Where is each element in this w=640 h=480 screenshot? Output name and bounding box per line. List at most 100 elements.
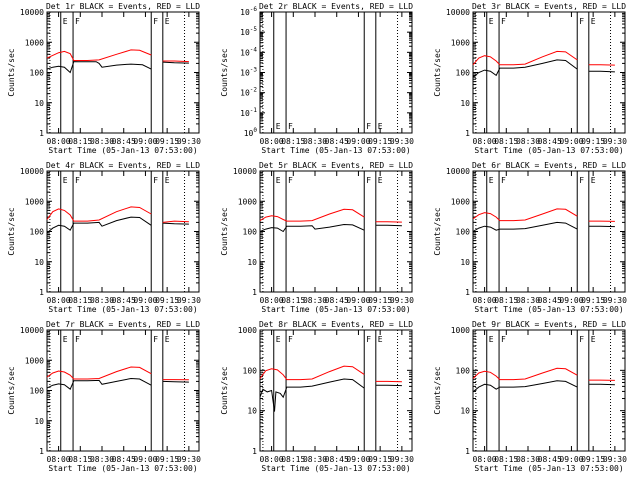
- panel-title: Det 7r BLACK = Events, RED = LLD: [46, 320, 200, 329]
- x-tick-label: 08:30: [303, 455, 327, 464]
- series-line-events: [259, 378, 402, 412]
- x-tick-label: 09:30: [177, 455, 201, 464]
- x-tick-label: 08:45: [112, 296, 136, 305]
- y-tick-label: 1: [465, 288, 470, 297]
- detector-panel-5r: Det 5r BLACK = Events, RED = LLD 1 10 100 10…: [220, 161, 414, 314]
- flag-label: F: [153, 335, 158, 344]
- series-line-lld: [46, 366, 189, 381]
- x-tick-label: 08:30: [516, 455, 540, 464]
- flag-label: E: [63, 335, 68, 344]
- panel-title: Det 6r BLACK = Events, RED = LLD: [472, 161, 626, 170]
- y-tick-label: 100: [456, 69, 471, 78]
- x-tick-label: 08:30: [516, 137, 540, 146]
- y-tick-label: 1: [465, 129, 470, 138]
- x-tick-label: 09:15: [155, 137, 179, 146]
- flag-label: F: [366, 122, 371, 131]
- y-axis-label: Counts/sec: [433, 366, 442, 414]
- x-tick-label: 08:15: [281, 455, 305, 464]
- y-tick-label: 10000: [20, 167, 44, 176]
- series-line-events: [472, 380, 615, 393]
- flag-label: E: [165, 17, 170, 26]
- y-tick-label: 100: [244, 127, 258, 138]
- y-tick-label: 10000: [446, 8, 470, 17]
- x-tick-label: 08:15: [494, 455, 518, 464]
- panel-title: Det 5r BLACK = Events, RED = LLD: [259, 161, 413, 170]
- flag-label: F: [579, 17, 584, 26]
- flag-label: E: [591, 335, 596, 344]
- x-axis-label: Start Time (05-Jan-13 07:53:00): [261, 146, 410, 155]
- flag-label: E: [63, 17, 68, 26]
- plot-frame: [46, 170, 200, 293]
- x-axis-label: Start Time (05-Jan-13 07:53:00): [48, 146, 197, 155]
- y-axis-label: Counts/sec: [220, 48, 229, 96]
- x-tick-label: 08:45: [325, 296, 349, 305]
- x-tick-label: 09:15: [581, 296, 605, 305]
- series-line-events: [472, 59, 615, 78]
- x-tick-label: 08:00: [47, 137, 71, 146]
- y-axis-label: Counts/sec: [433, 207, 442, 255]
- flag-label: E: [591, 176, 596, 185]
- y-tick-label: 10: [34, 258, 44, 267]
- x-tick-label: 08:00: [473, 455, 497, 464]
- x-axis-label: Start Time (05-Jan-13 07:53:00): [48, 305, 197, 314]
- y-tick-label: 1: [39, 129, 44, 138]
- plot-frame: [472, 11, 626, 134]
- detector-panel-3r: Det 3r BLACK = Events, RED = LLD 1 10 100 10…: [433, 2, 627, 155]
- x-tick-label: 08:15: [494, 296, 518, 305]
- panel-title: Det 2r BLACK = Events, RED = LLD: [259, 2, 413, 11]
- x-tick-label: 09:00: [559, 455, 583, 464]
- detector-panel-9r: Det 9r BLACK = Events, RED = LLD 1 10 100 10…: [433, 320, 627, 473]
- y-axis-label: Counts/sec: [220, 207, 229, 255]
- y-tick-label: 1: [465, 447, 470, 456]
- detector-panel-7r: Det 7r BLACK = Events, RED = LLD 1 10 100 10…: [7, 320, 201, 473]
- y-axis-label: Counts/sec: [7, 48, 16, 96]
- x-tick-label: 08:00: [47, 455, 71, 464]
- x-tick-label: 09:00: [133, 455, 157, 464]
- x-tick-label: 08:00: [473, 296, 497, 305]
- flag-label: F: [288, 335, 293, 344]
- flag-label: E: [276, 122, 281, 131]
- y-tick-label: 10-2: [240, 87, 257, 98]
- flag-label: F: [501, 176, 506, 185]
- y-tick-label: 1: [39, 288, 44, 297]
- y-tick-label: 10: [460, 258, 470, 267]
- flag-label: E: [63, 176, 68, 185]
- detector-panel-1r: Det 1r BLACK = Events, RED = LLD 1 10 100 10…: [7, 2, 201, 155]
- x-tick-label: 09:15: [368, 455, 392, 464]
- y-tick-label: 1000: [451, 326, 470, 335]
- x-tick-label: 09:00: [133, 137, 157, 146]
- series-line-lld: [472, 50, 615, 66]
- y-tick-label: 10-3: [240, 67, 257, 78]
- y-tick-label: 100: [456, 228, 471, 237]
- x-tick-label: 08:30: [90, 137, 114, 146]
- flag-label: F: [153, 17, 158, 26]
- x-tick-label: 09:00: [559, 296, 583, 305]
- flag-label: F: [288, 176, 293, 185]
- series-line-lld: [472, 208, 615, 222]
- x-tick-label: 08:30: [90, 296, 114, 305]
- x-tick-label: 09:30: [603, 137, 627, 146]
- detector-panel-4r: Det 4r BLACK = Events, RED = LLD 1 10 100 10…: [7, 161, 201, 314]
- flag-label: F: [366, 176, 371, 185]
- y-tick-label: 10000: [446, 167, 470, 176]
- y-tick-label: 1: [252, 288, 257, 297]
- x-tick-label: 08:45: [112, 455, 136, 464]
- y-axis-label: Counts/sec: [433, 48, 442, 96]
- flag-label: E: [378, 122, 383, 131]
- x-tick-label: 09:30: [603, 296, 627, 305]
- x-tick-label: 09:30: [177, 137, 201, 146]
- x-tick-label: 09:15: [155, 296, 179, 305]
- x-tick-label: 09:15: [581, 137, 605, 146]
- y-axis-label: Counts/sec: [7, 207, 16, 255]
- y-tick-label: 10: [247, 258, 257, 267]
- series-line-events: [259, 223, 402, 233]
- x-tick-label: 08:45: [538, 455, 562, 464]
- x-tick-label: 08:15: [494, 137, 518, 146]
- y-tick-label: 100: [243, 366, 258, 375]
- series-line-lld: [259, 365, 402, 383]
- y-tick-label: 10-5: [240, 26, 257, 37]
- x-tick-label: 08:45: [325, 455, 349, 464]
- flag-label: E: [489, 17, 494, 26]
- y-tick-label: 1: [252, 447, 257, 456]
